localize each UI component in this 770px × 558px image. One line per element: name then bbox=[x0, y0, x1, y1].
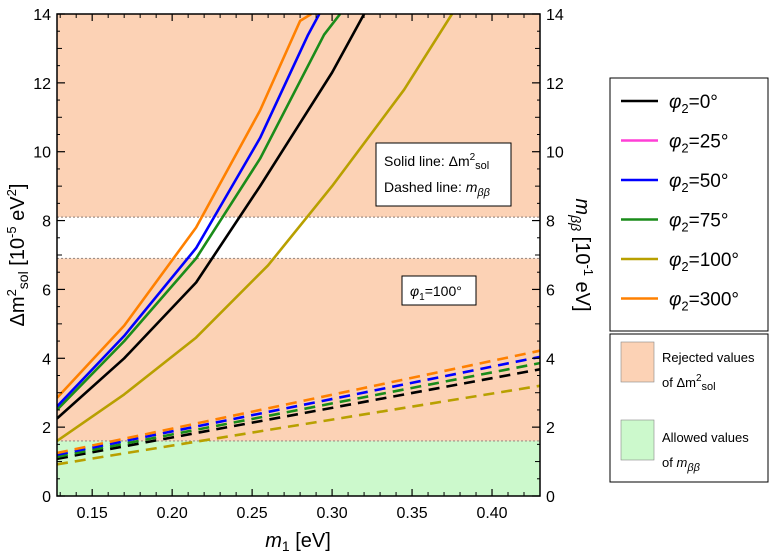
y-tick-label-left: 0 bbox=[42, 489, 51, 506]
y-tick-label-right: 10 bbox=[546, 145, 564, 162]
y-tick-label-left: 14 bbox=[33, 7, 51, 24]
series-solid-3 bbox=[57, 14, 312, 399]
y-tick-label-left: 12 bbox=[33, 76, 51, 93]
legend-label-1: φ2=25° bbox=[669, 132, 728, 156]
y-tick-label-right: 6 bbox=[546, 282, 555, 299]
legend-rejected-line1: Rejected values bbox=[662, 350, 755, 365]
series-dashed-8 bbox=[57, 355, 540, 456]
legend-label-3: φ2=75° bbox=[669, 211, 728, 235]
legend-regions: Rejected values of Δm2sol Allowed values… bbox=[609, 333, 769, 483]
allowed-mbb-band bbox=[57, 440, 540, 496]
series-dashed-6 bbox=[57, 368, 540, 461]
legend-label-0: φ2=0° bbox=[669, 92, 718, 116]
y-tick-label-right: 2 bbox=[546, 420, 555, 437]
y-axis-label-right: mββ [10-1 eV] bbox=[568, 198, 596, 311]
legend-label-5: φ2=300° bbox=[669, 290, 739, 314]
y-tick-label-right: 0 bbox=[546, 489, 555, 506]
legend-rejected-swatch bbox=[620, 341, 655, 383]
legend-allowed-swatch bbox=[620, 419, 655, 461]
series-solid-2 bbox=[57, 14, 321, 408]
series-solid-0 bbox=[57, 14, 366, 420]
background-bands bbox=[57, 14, 540, 496]
x-axis-label: m1 [eV] bbox=[265, 530, 331, 554]
y-axis-label-left: Δm2sol [10-5 eV2] bbox=[4, 184, 31, 327]
y-tick-label-left: 10 bbox=[33, 145, 51, 162]
x-tick-label: 0.20 bbox=[157, 505, 188, 522]
x-tick-label: 0.30 bbox=[317, 505, 348, 522]
x-tick-label: 0.40 bbox=[476, 505, 507, 522]
legend-allowed-line1: Allowed values bbox=[662, 430, 749, 445]
y-tick-label-left: 6 bbox=[42, 282, 51, 299]
series-layer bbox=[57, 14, 540, 466]
x-tick-label: 0.35 bbox=[396, 505, 427, 522]
series-dashed-5 bbox=[57, 384, 540, 466]
series-dashed-7 bbox=[57, 361, 540, 459]
y-tick-label-right: 4 bbox=[546, 351, 555, 368]
series-dashed-9 bbox=[57, 349, 540, 455]
y-tick-label-right: 12 bbox=[546, 76, 564, 93]
annotation-box: Solid line: Δm2sol Dashed line: mββ bbox=[375, 142, 512, 207]
phi1-label: φ1=100° bbox=[410, 283, 462, 303]
allowed-window-band bbox=[57, 217, 540, 259]
y-tick-label-left: 2 bbox=[42, 420, 51, 437]
x-tick-label: 0.15 bbox=[77, 505, 108, 522]
series-solid-4 bbox=[57, 14, 454, 442]
y-tick-label-left: 8 bbox=[42, 214, 51, 231]
legend-rejected-line2: of Δm2sol bbox=[662, 373, 716, 393]
annotation-solid-line: Solid line: Δm2sol bbox=[384, 152, 489, 172]
phi1-box: φ1=100° bbox=[401, 275, 477, 306]
legend-label-2: φ2=50° bbox=[669, 171, 728, 195]
axis-ticks: 0.15 0.20 0.25 0.30 0.35 0.40 0 0 2 2 4 4 6 6 8 8 10 10 12… bbox=[33, 7, 564, 522]
series-solid-1 bbox=[57, 14, 342, 411]
y-tick-label-right: 8 bbox=[546, 214, 555, 231]
y-tick-label-left: 4 bbox=[42, 351, 51, 368]
legend-series: φ2=0° φ2=25° φ2=50° φ2=75° φ2=100° φ2=300° bbox=[609, 77, 769, 332]
annotation-dashed-line: Dashed line: mββ bbox=[384, 179, 491, 199]
x-tick-label: 0.25 bbox=[237, 505, 268, 522]
legend-label-4: φ2=100° bbox=[669, 250, 739, 274]
legend-allowed-line2: of mββ bbox=[662, 455, 701, 474]
y-tick-label-right: 14 bbox=[546, 7, 564, 24]
